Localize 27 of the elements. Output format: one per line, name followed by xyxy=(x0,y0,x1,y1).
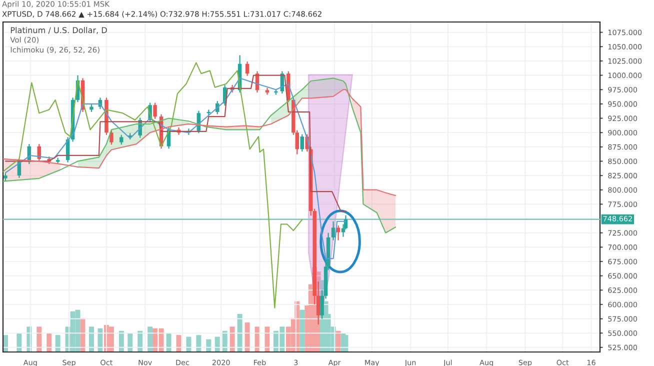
bar xyxy=(264,326,270,352)
bar xyxy=(55,335,60,352)
bar xyxy=(230,326,235,352)
bar xyxy=(300,310,305,352)
candlestick xyxy=(300,134,304,152)
bar xyxy=(128,333,133,352)
line-series xyxy=(3,89,396,196)
candlestick xyxy=(336,224,340,241)
bar xyxy=(16,333,22,352)
candlestick xyxy=(120,134,124,146)
bar xyxy=(196,335,202,352)
candlestick xyxy=(110,130,114,146)
bar xyxy=(36,326,42,352)
bar xyxy=(89,326,94,352)
bar xyxy=(148,326,153,352)
candlestick xyxy=(245,60,250,76)
bar xyxy=(46,333,52,352)
line-series xyxy=(3,62,303,308)
candlestick xyxy=(331,220,336,241)
text: Platinum / U.S. Dollar, D xyxy=(10,26,107,34)
candlestick xyxy=(153,102,157,120)
bar xyxy=(80,318,86,352)
bar xyxy=(166,333,172,352)
bar xyxy=(244,322,250,352)
line-series xyxy=(4,74,346,212)
bar xyxy=(176,335,182,352)
bar xyxy=(237,314,242,352)
